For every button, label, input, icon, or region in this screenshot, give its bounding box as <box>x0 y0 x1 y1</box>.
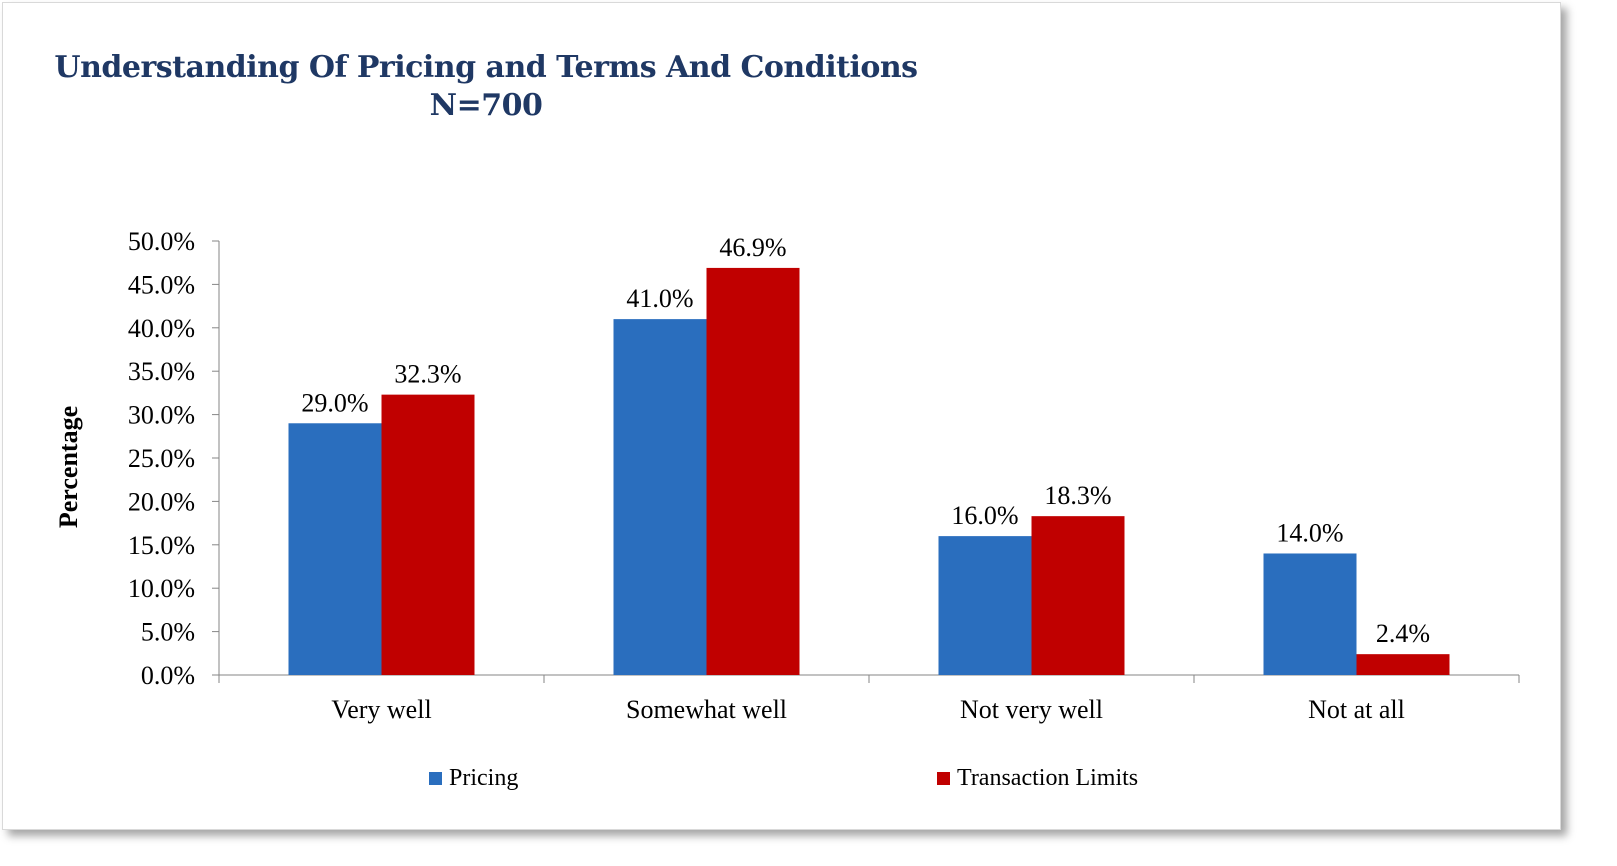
data-label: 2.4% <box>1376 619 1430 648</box>
bar <box>1356 654 1450 675</box>
bar-chart: 0.0% 5.0% 10.0% 15.0% 20.0% 25.0% 30.0% 35.0% 40… <box>54 227 1520 791</box>
y-tick-label: 5.0% <box>141 618 195 647</box>
y-axis-title: Percentage <box>54 406 83 528</box>
legend-label: Transaction Limits <box>957 765 1138 791</box>
y-tick-label: 0.0% <box>141 661 195 690</box>
y-tick-label: 30.0% <box>128 401 195 430</box>
data-label: 46.9% <box>719 233 786 262</box>
y-tick-label: 20.0% <box>128 487 195 516</box>
chart-title: Understanding Of Pricing and Terms And C… <box>54 50 918 85</box>
data-label: 29.0% <box>301 388 368 417</box>
legend-swatch <box>429 772 442 785</box>
bar <box>938 536 1032 675</box>
data-label: 32.3% <box>394 360 461 389</box>
x-tick-label: Not very well <box>960 695 1103 724</box>
y-tick-label: 50.0% <box>128 227 195 256</box>
x-tick-label: Somewhat well <box>626 695 787 724</box>
bar <box>381 394 475 675</box>
data-label: 41.0% <box>626 284 693 313</box>
y-tick-label: 15.0% <box>128 531 195 560</box>
bar <box>288 423 382 675</box>
legend-swatch <box>937 772 950 785</box>
data-label: 16.0% <box>951 501 1018 530</box>
x-tick-label: Very well <box>331 695 431 724</box>
bar <box>1263 553 1357 675</box>
y-tick-label: 10.0% <box>128 574 195 603</box>
chart-frame: Understanding Of Pricing and Terms And C… <box>2 2 1561 830</box>
chart-subtitle: N=700 <box>429 88 543 123</box>
bar <box>706 267 800 675</box>
bar <box>613 319 707 675</box>
data-label: 18.3% <box>1044 481 1111 510</box>
legend-label: Pricing <box>449 765 518 791</box>
bar <box>1031 516 1125 675</box>
y-tick-label: 25.0% <box>128 444 195 473</box>
data-label: 14.0% <box>1276 518 1343 547</box>
y-tick-label: 45.0% <box>128 270 195 299</box>
x-tick-label: Not at all <box>1308 695 1405 724</box>
y-tick-label: 35.0% <box>128 357 195 386</box>
chart-title-block: Understanding Of Pricing and Terms And C… <box>3 49 969 125</box>
y-tick-label: 40.0% <box>128 314 195 343</box>
